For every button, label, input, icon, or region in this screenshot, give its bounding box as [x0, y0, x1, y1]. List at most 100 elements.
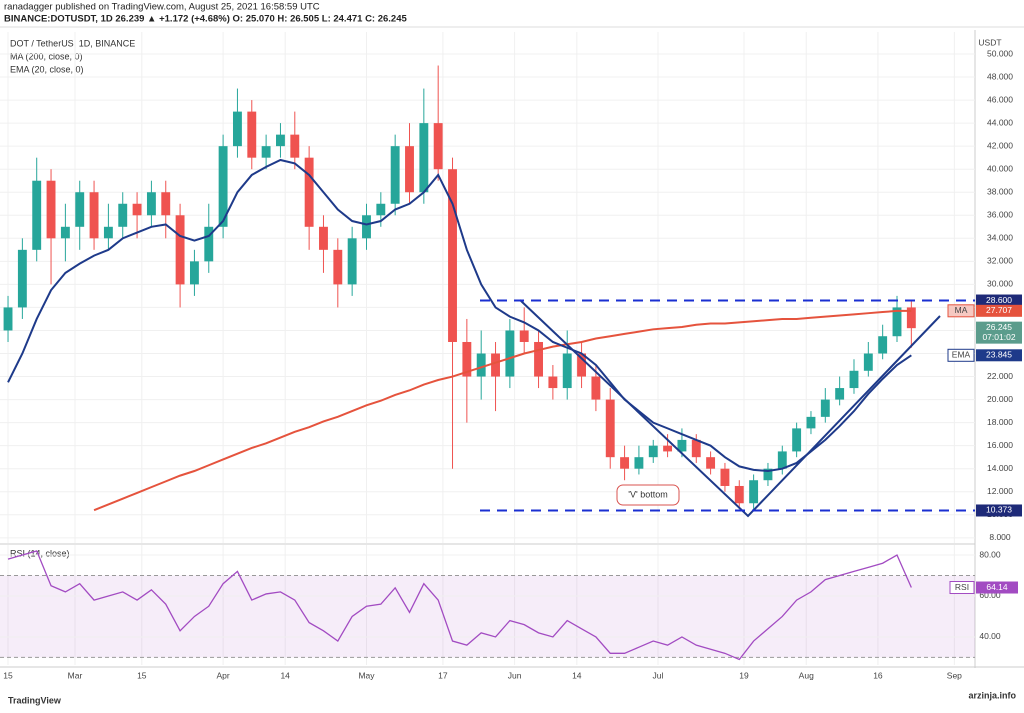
rsi-line	[7, 550, 912, 661]
chart-title: DOT / TetherUS, 1D, BINANCE	[10, 38, 135, 48]
price-tag-label: 27.707	[986, 305, 1012, 315]
x-tick-label: Jul	[653, 670, 664, 680]
x-tick-label: Aug	[799, 670, 814, 680]
candle-body	[634, 457, 644, 469]
level-tag	[976, 294, 1022, 307]
x-tick-label: 15	[3, 670, 13, 680]
rsi-tick-label: 80.00	[979, 549, 1001, 559]
candle-body	[519, 330, 529, 342]
candle-body	[232, 111, 242, 147]
candle-body	[863, 353, 873, 371]
y-tick-label: 36.000	[987, 210, 1013, 220]
y-tick-label: 40.000	[987, 163, 1013, 173]
x-tick-label: 19	[739, 670, 749, 680]
watermark: arzinja.info	[968, 690, 1016, 700]
x-tick-label: Jun	[508, 670, 522, 680]
candle-body	[146, 192, 156, 216]
y-tick-label: 16.000	[987, 440, 1013, 450]
candle-body	[749, 480, 759, 504]
candle-body	[605, 399, 615, 458]
candle-body	[218, 146, 228, 227]
y-tick-label: 22.000	[987, 371, 1013, 381]
candle-body	[3, 307, 13, 331]
countdown: 07:01:02	[982, 332, 1015, 342]
rsi-tag-name-box	[949, 581, 975, 595]
candle-body	[405, 146, 414, 193]
candle-body	[448, 169, 457, 342]
ema-legend: EMA (20, close, 0)	[10, 64, 84, 74]
candle-body	[878, 336, 888, 354]
candle-body	[89, 192, 99, 239]
candle-body	[189, 261, 199, 285]
publisher: ranadagger published on TradingView.com,…	[4, 2, 320, 13]
x-tick-label: 14	[280, 670, 290, 680]
price-tag	[976, 304, 1022, 317]
price-tag-name: MA	[955, 305, 968, 315]
candle-body	[362, 215, 371, 239]
rsi-tick-label: 60.00	[979, 590, 1001, 600]
candle-body	[663, 445, 673, 452]
ma-legend: MA (200, close, 0)	[10, 51, 83, 61]
candle-body	[792, 428, 802, 452]
y-tick-label: 18.000	[987, 417, 1013, 427]
rsi-legend: RSI (14, close)	[10, 548, 70, 558]
candle-body	[591, 376, 601, 400]
rsi-tag	[976, 581, 1018, 594]
candle-body	[691, 439, 701, 458]
y-tick-label: 48.000	[987, 71, 1013, 81]
price-tag-name-box	[947, 348, 975, 362]
candle-body	[820, 399, 830, 417]
candle-body	[720, 468, 730, 486]
price-tag-name: EMA	[952, 350, 971, 360]
candle-body	[849, 370, 859, 389]
candle-body	[118, 203, 128, 227]
footer-logo: TradingView	[8, 695, 62, 705]
candle-body	[835, 388, 845, 400]
candle-body	[777, 451, 787, 469]
candle-body	[161, 192, 171, 216]
v-trend-line	[519, 299, 941, 518]
currency: USDT	[978, 37, 1001, 47]
candle-body	[763, 468, 773, 481]
y-tick-label: 30.000	[987, 279, 1013, 289]
candle-body	[562, 353, 572, 389]
candle-body	[376, 203, 386, 216]
candle-body	[892, 307, 902, 337]
price-tag-name-box	[947, 304, 975, 318]
candle-body	[319, 226, 328, 250]
candle-body	[290, 134, 300, 158]
price-tag	[976, 321, 1022, 344]
candle-body	[734, 485, 744, 504]
annotation-box	[616, 484, 680, 506]
y-tick-label: 32.000	[987, 256, 1013, 266]
candle-body	[304, 157, 314, 227]
candle-body	[806, 416, 816, 429]
candle-body	[491, 353, 500, 377]
indicator-line	[7, 158, 912, 473]
x-tick-label: 16	[873, 670, 883, 680]
candle-body	[648, 445, 658, 458]
candle-body	[32, 180, 42, 250]
candle-body	[247, 111, 257, 158]
candle-body	[505, 330, 515, 377]
candle-body	[706, 457, 716, 469]
rsi-band	[0, 575, 975, 658]
candle-body	[906, 307, 916, 329]
rsi-tick-label: 40.00	[979, 631, 1001, 641]
price-tag-label: 23.845	[986, 350, 1012, 360]
x-tick-label: May	[358, 670, 375, 680]
x-tick-label: 14	[572, 670, 582, 680]
candle-body	[17, 249, 27, 308]
candle-body	[548, 376, 558, 389]
candle-body	[476, 353, 486, 377]
rsi-tag-name: RSI	[955, 582, 969, 592]
y-tick-label: 38.000	[987, 186, 1013, 196]
level-tag	[976, 504, 1022, 517]
candle-body	[103, 226, 113, 239]
candle-body	[261, 146, 271, 158]
candle-body	[577, 353, 587, 377]
candle-body	[132, 203, 142, 216]
candle-body	[333, 249, 343, 285]
y-tick-label: 34.000	[987, 233, 1013, 243]
candle-body	[390, 146, 400, 204]
